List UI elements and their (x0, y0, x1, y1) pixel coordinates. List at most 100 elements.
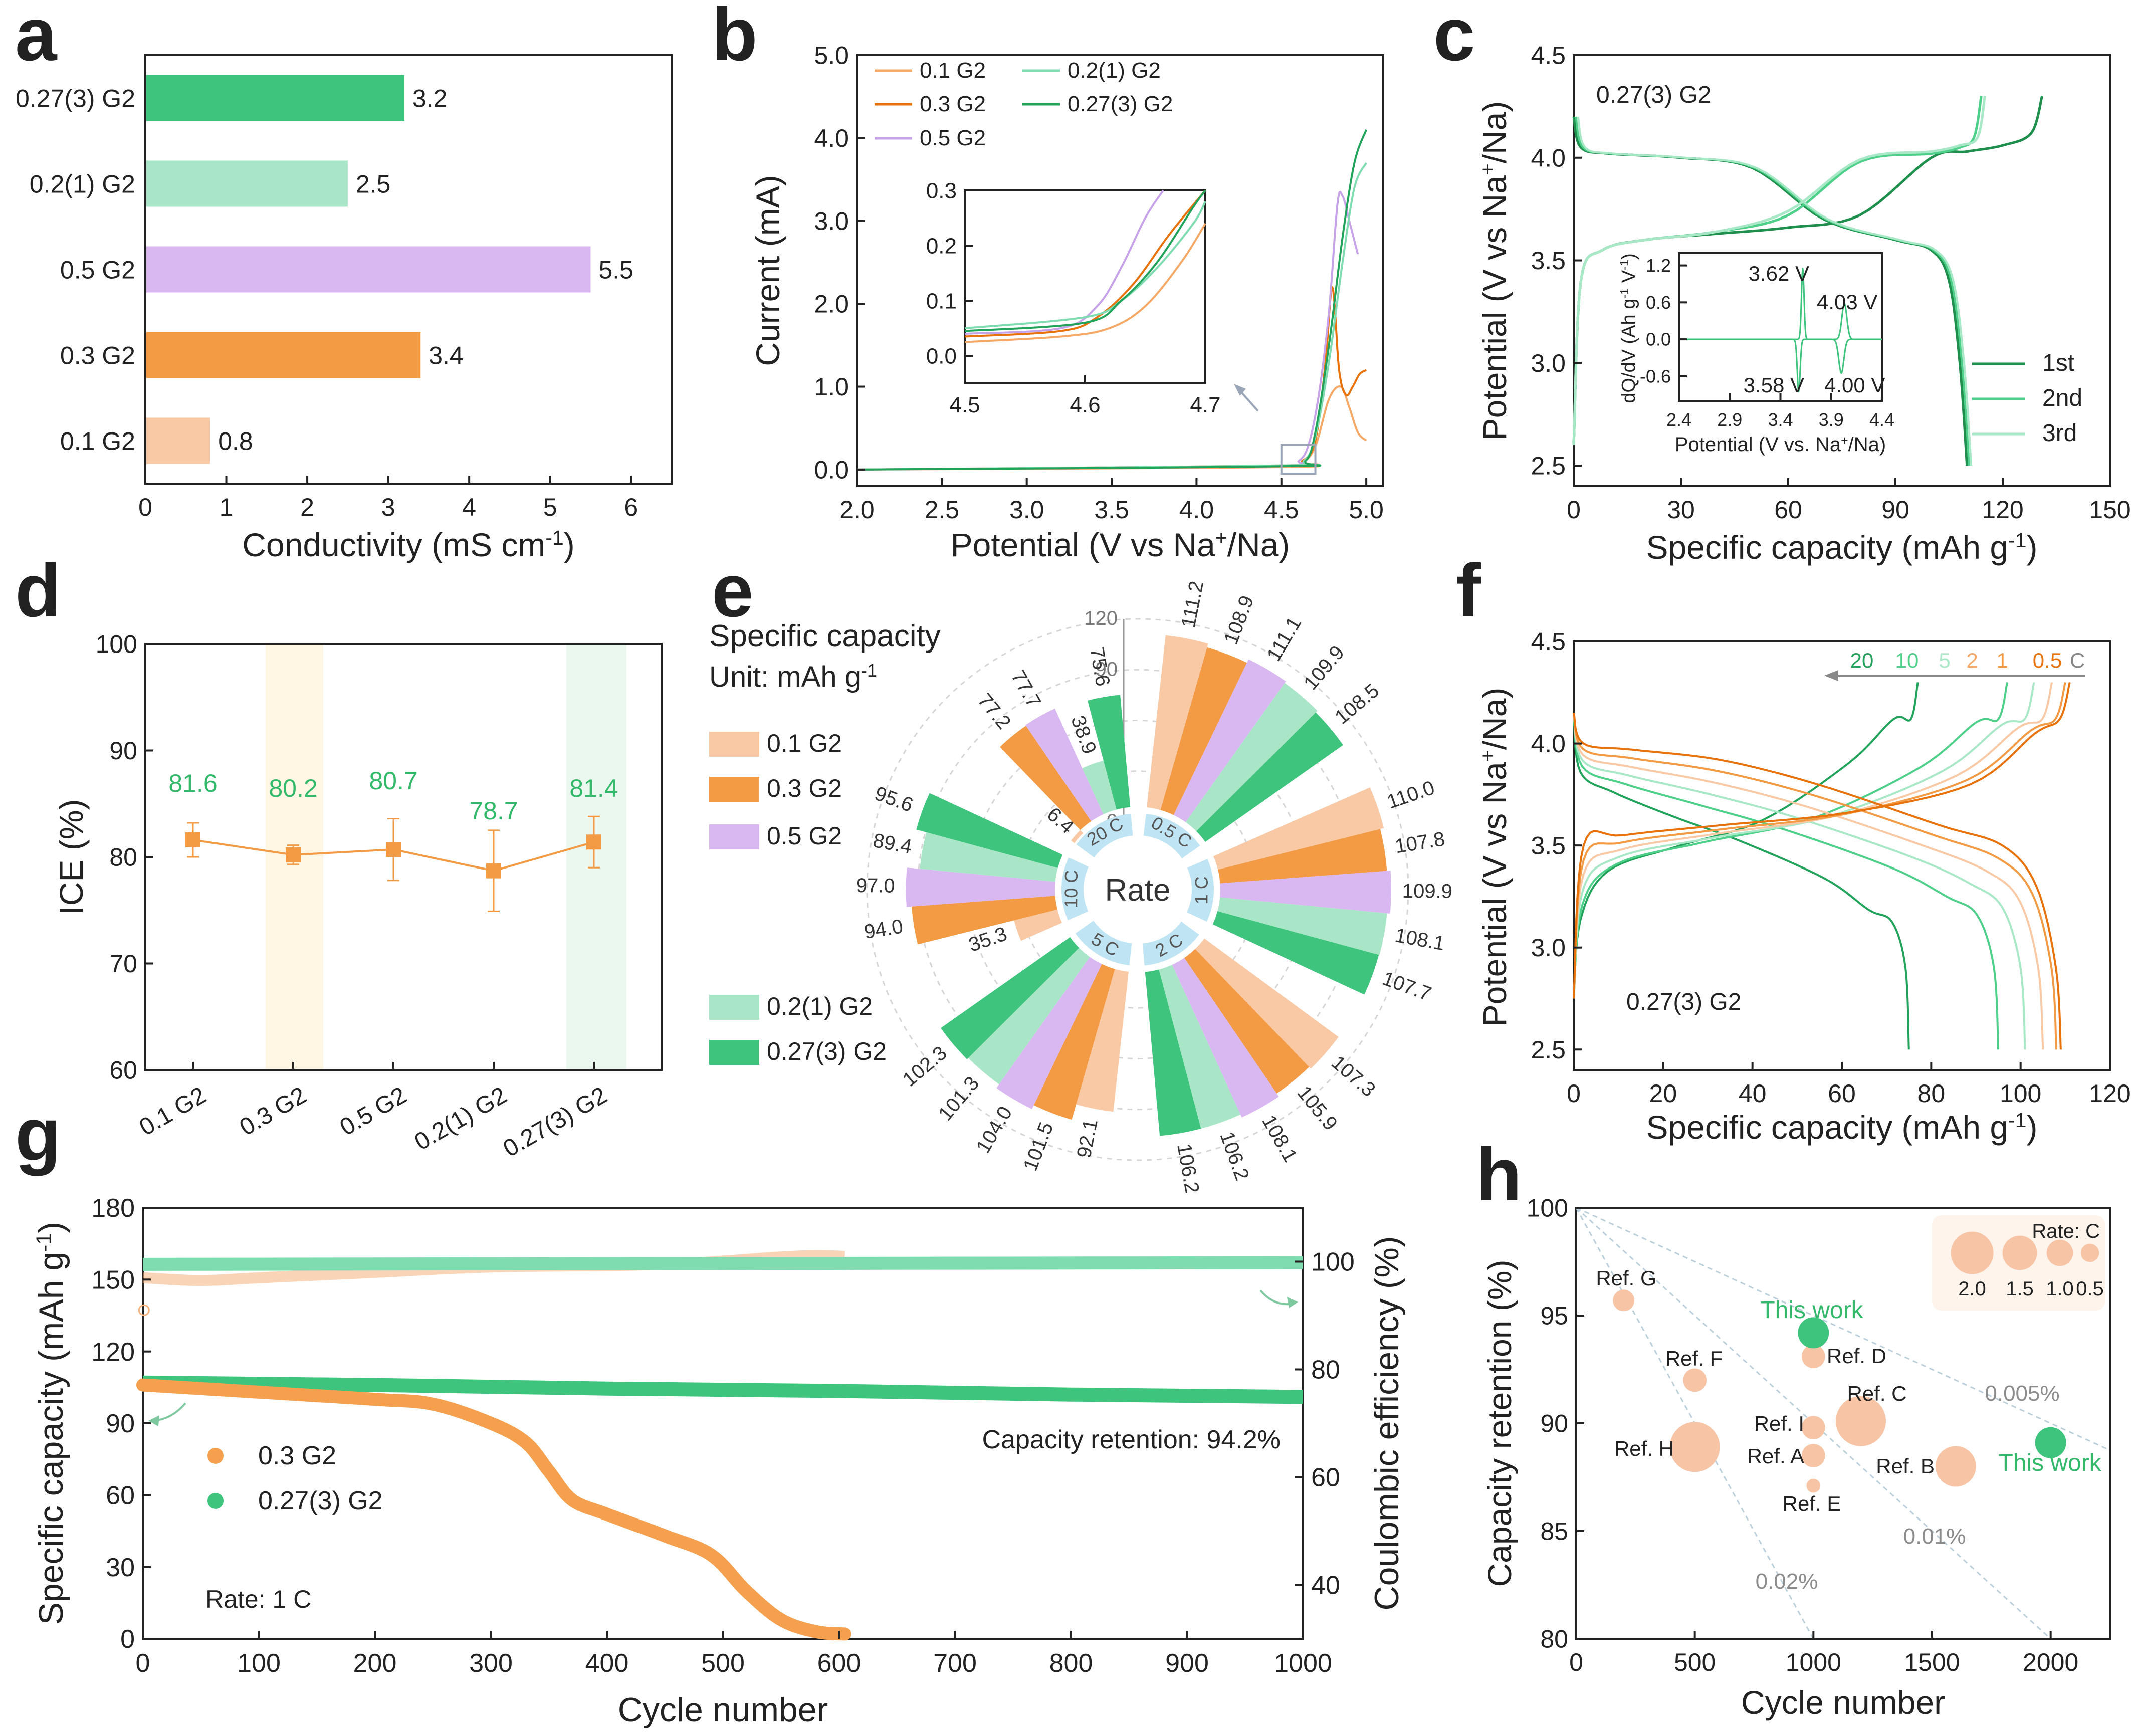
panel-b-lsv-current-chart: b 2.0 2.5 3.0 3.5 4.0 4.5 5.0 0.0 1.0 2.0 3.0 4.0 5.0… (712, 0, 1384, 563)
polar-bar-0.27(3) G2-2 C (1145, 969, 1201, 1136)
y-tick-label: 80 (1311, 1356, 1340, 1385)
polar-bar-0.27(3) G2-20 C (1088, 695, 1131, 810)
legend-marker-0.27(3)-g2 (207, 1493, 224, 1509)
label-part: Specific capacity (mAh g (32, 1252, 70, 1625)
bar-0.1 G2 (146, 417, 210, 464)
y-tick-label: 80 (109, 843, 137, 872)
legend-label: 0.5 G2 (920, 126, 986, 150)
plot-frame (1573, 54, 2111, 487)
polar-value-label: 105.9 (1293, 1082, 1342, 1135)
bubble-label: Ref. B (1876, 1454, 1935, 1478)
ice-value-label: 81.6 (168, 769, 217, 797)
y-tick-label: 0.1 (926, 289, 957, 313)
series-3rd-charge (1572, 96, 1986, 446)
polar-bar-0.1 G2-0.5 C (1147, 635, 1208, 810)
x-tick-label: 5 (543, 493, 557, 521)
y-tick-label: 5.0 (814, 42, 849, 70)
rate-label: 10 (1895, 648, 1919, 672)
label-part: dQ/dV (Ah g (1618, 299, 1639, 403)
y2-axis-label: Coulombic efficiency (%) (1368, 1236, 1406, 1610)
polar-bar-0.3 G2-1 C (1218, 829, 1387, 884)
bar-0.27(3) G2 (146, 75, 404, 121)
y-tick-label: 4.0 (1531, 144, 1566, 172)
bubble-Ref. A (1801, 1444, 1825, 1467)
superscript: -1 (1618, 260, 1631, 270)
rate-label: 2 (1966, 648, 1978, 672)
polar-bar-0.1 G2-5 C (1076, 969, 1129, 1112)
x-tick-label: 800 (1049, 1649, 1093, 1678)
x-tick-label: 90 (1881, 496, 1909, 524)
x-axis-label: Cycle number (1741, 1684, 1945, 1721)
sample-annotation: 0.27(3) G2 (1596, 82, 1711, 108)
polar-bar-0.3 G2-0.5 C (1160, 647, 1247, 815)
rate-band-5 C (1075, 921, 1132, 966)
superscript: -1 (2008, 1109, 2026, 1132)
y-tick-label: -0.6 (1640, 366, 1671, 386)
category-label: 0.3 G2 (235, 1082, 311, 1141)
panel-letter-g: g (15, 1092, 61, 1176)
bubble-label: Ref. H (1614, 1437, 1674, 1460)
y-tick-label: 60 (109, 1056, 137, 1084)
size-legend-bubble (2002, 1235, 2037, 1270)
panel-letter-f: f (1456, 548, 1481, 632)
label-part: Potential (V vs Na (951, 526, 1216, 563)
superscript: -1 (2008, 529, 2026, 552)
legend-label: 2nd (2042, 385, 2082, 411)
rate-arrow-head (1824, 670, 1838, 681)
polar-value-label: 109.9 (1402, 880, 1453, 903)
bubble-label: Ref. E (1783, 1492, 1841, 1515)
polar-grid-ring (866, 618, 1409, 1161)
y-tick-label: 80 (1540, 1625, 1568, 1653)
polar-value-label: 108.5 (1331, 680, 1383, 729)
ice-value-label: 80.2 (269, 774, 317, 802)
superscript: + (1476, 163, 1499, 175)
polar-value-label: 108.1 (1257, 1112, 1302, 1166)
legend-swatch (709, 777, 759, 802)
x-tick-label: 100 (2000, 1079, 2041, 1108)
x-tick-label: 2.5 (925, 496, 960, 524)
decay-line-label: 0.01% (1903, 1524, 1966, 1549)
x-tick-label: 2.4 (1666, 409, 1691, 430)
discharge-curve-1C (1573, 713, 2057, 1050)
bubble-Ref. E (1806, 1478, 1821, 1493)
y-tick-label: 3.0 (1531, 349, 1566, 377)
x-axis-label: Cycle number (618, 1691, 828, 1729)
size-legend-bubble (1951, 1231, 1994, 1274)
bubble-label: Ref. A (1747, 1444, 1804, 1468)
ice-value-label: 81.4 (569, 774, 618, 802)
inset-y-axis-label: dQ/dV (Ah g-1 V-1) (1618, 253, 1639, 403)
x-tick-label: 2.0 (839, 496, 875, 524)
y-tick-label: 2.5 (1531, 452, 1566, 480)
x-tick-label: 1 (220, 493, 234, 521)
rate-label: 10 C (1060, 870, 1082, 908)
ice-point (486, 863, 501, 879)
x-tick-label: 1000 (1786, 1648, 1841, 1676)
polar-value-label: 111.1 (1263, 613, 1306, 665)
superscript: -1 (32, 1233, 56, 1251)
x-tick-label: 0 (1567, 496, 1581, 524)
label-part: Unit: mAh g (709, 661, 861, 693)
polar-bar-0.3 G2-20 C (1000, 726, 1092, 830)
bar-0.3 G2 (146, 332, 421, 378)
legend-label: 0.1 G2 (920, 58, 986, 83)
y-tick-label: 95 (1540, 1302, 1568, 1330)
x-tick-label: 3.9 (1819, 409, 1844, 430)
y-tick-label: 85 (1540, 1517, 1568, 1546)
polar-center-label: Rate (1105, 873, 1171, 908)
panel-f-rate-profiles-chart: f0 20 40 60 80 100 1202.53.03.54.04.5Specific … (1456, 548, 2131, 1146)
polar-bar-0.3 G2-10 C (912, 896, 1057, 945)
label-part: ) (564, 526, 575, 563)
label-part: ) (32, 1222, 70, 1233)
x-tick-label: 300 (469, 1649, 513, 1678)
polar-bar-0.3 G2-5 C (1033, 964, 1115, 1120)
y-tick-label: 0.0 (814, 456, 849, 484)
y-tick-label: 90 (109, 737, 137, 765)
y-axis-label: ICE (%) (53, 799, 90, 915)
bar-value-label: 3.4 (429, 342, 464, 370)
charge-curve-5C (1573, 682, 2035, 999)
y-tick-label: 90 (106, 1409, 135, 1438)
legend-label: 0.5 G2 (767, 822, 842, 850)
superscript: -1 (1618, 288, 1631, 299)
polar-bar-0.2(1) G2-5 C (968, 948, 1090, 1084)
